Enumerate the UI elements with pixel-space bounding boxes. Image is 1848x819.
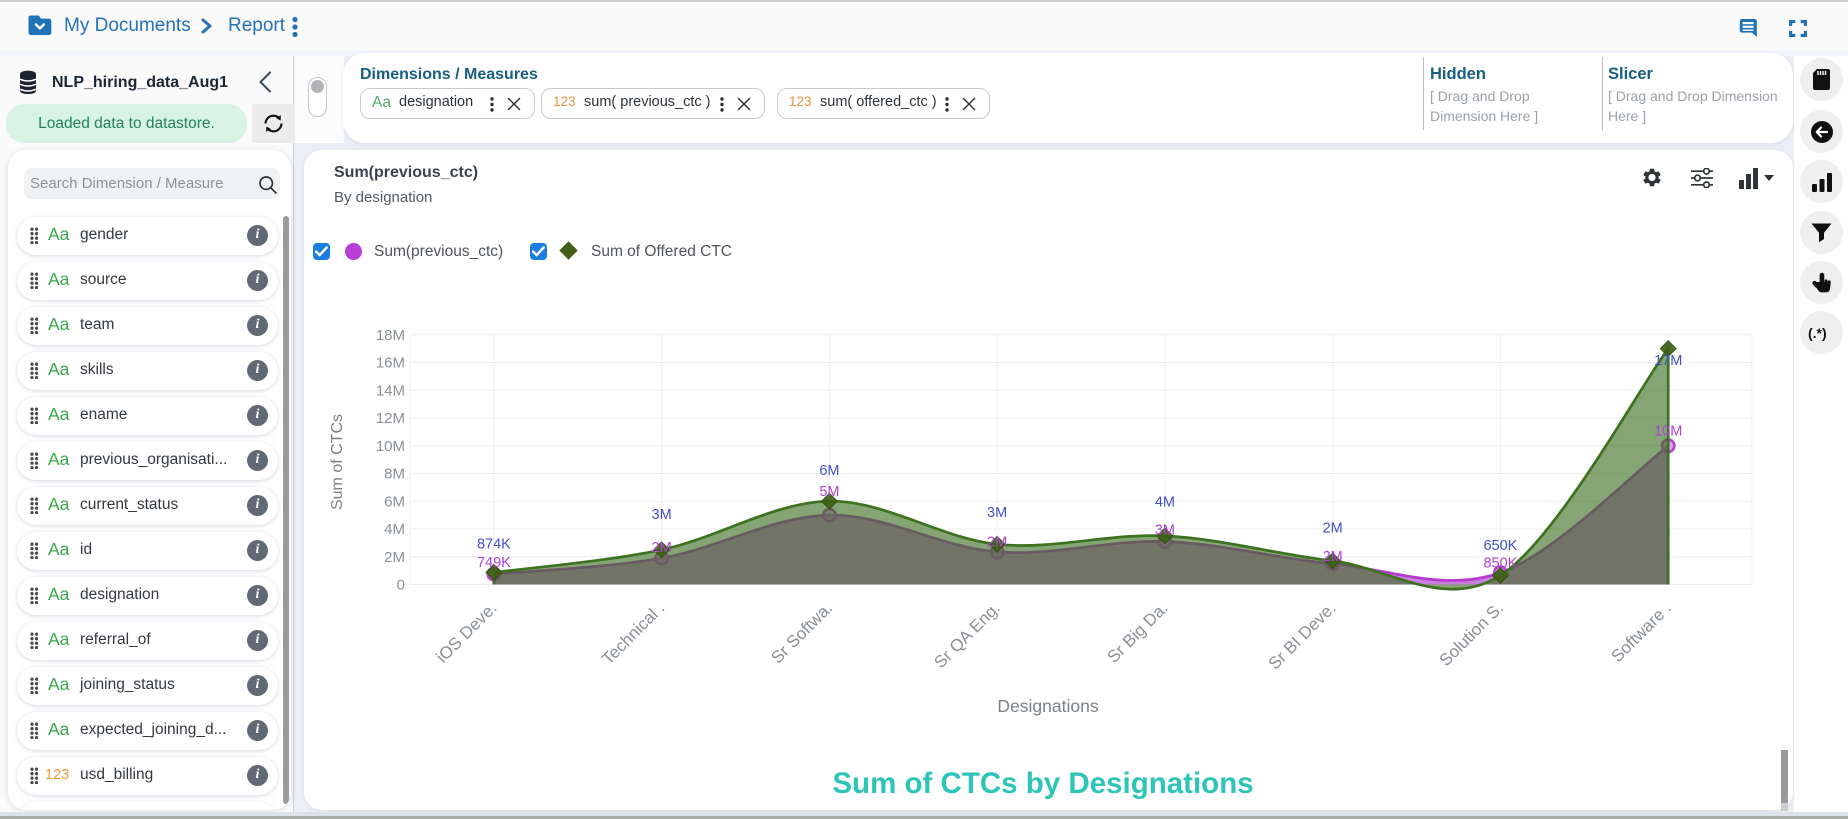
- svg-text:17M: 17M: [1654, 353, 1682, 369]
- svg-text:4M: 4M: [384, 521, 405, 538]
- svg-text:749K: 749K: [477, 555, 511, 571]
- svg-text:874K: 874K: [477, 537, 511, 553]
- svg-text:650K: 650K: [1483, 538, 1517, 554]
- svg-text:Sr QA Eng.: Sr QA Eng.: [930, 598, 1004, 672]
- svg-text:10M: 10M: [376, 438, 405, 455]
- svg-text:2M: 2M: [1323, 521, 1343, 537]
- svg-text:3M: 3M: [987, 505, 1007, 521]
- svg-text:iOS Deve.: iOS Deve.: [433, 598, 501, 666]
- svg-text:0: 0: [397, 577, 405, 594]
- svg-text:3M: 3M: [1155, 523, 1175, 539]
- svg-text:10M: 10M: [1654, 424, 1682, 440]
- svg-text:850K: 850K: [1483, 556, 1517, 572]
- svg-text:16M: 16M: [376, 355, 405, 372]
- svg-text:6M: 6M: [384, 493, 405, 510]
- svg-text:5M: 5M: [819, 484, 839, 500]
- svg-text:Sr BI Deve.: Sr BI Deve.: [1265, 598, 1340, 673]
- svg-text:2M: 2M: [1323, 549, 1343, 565]
- svg-text:2M: 2M: [384, 549, 405, 566]
- svg-text:12M: 12M: [376, 410, 405, 427]
- svg-text:2M: 2M: [652, 540, 672, 556]
- svg-text:Sr Big Da.: Sr Big Da.: [1104, 598, 1172, 666]
- svg-text:18M: 18M: [376, 327, 405, 344]
- svg-text:Designations: Designations: [997, 696, 1098, 716]
- svg-text:6M: 6M: [819, 463, 839, 479]
- svg-text:2M: 2M: [987, 535, 1007, 551]
- svg-text:8M: 8M: [384, 466, 405, 483]
- svg-text:Software .: Software .: [1607, 598, 1675, 666]
- svg-text:3M: 3M: [652, 507, 672, 523]
- svg-text:(.*): (.*): [1808, 325, 1827, 341]
- svg-text:Technical .: Technical .: [598, 598, 668, 668]
- svg-text:14M: 14M: [376, 382, 405, 399]
- svg-text:Sr Softwa.: Sr Softwa.: [767, 598, 836, 667]
- svg-text:4M: 4M: [1155, 495, 1175, 511]
- svg-text:Solution S.: Solution S.: [1436, 598, 1508, 670]
- svg-text:Sum of CTCs: Sum of CTCs: [329, 414, 346, 510]
